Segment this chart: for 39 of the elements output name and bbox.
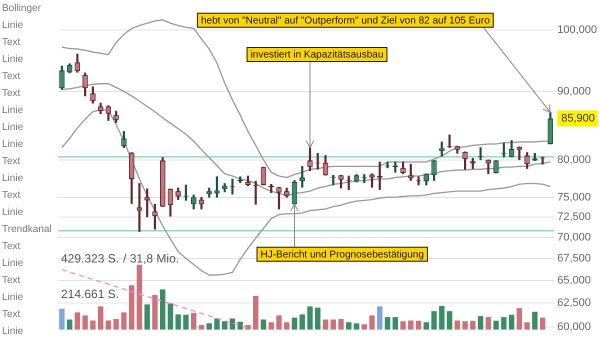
text: Text bbox=[2, 190, 22, 202]
y-tick-label: 72,500 bbox=[557, 211, 591, 223]
y-tick-label: 100,000 bbox=[557, 24, 598, 36]
text: Linie bbox=[2, 138, 24, 150]
text: Linie bbox=[2, 54, 24, 66]
text: Text bbox=[2, 274, 22, 286]
text: Linie bbox=[2, 292, 24, 304]
candlestick bbox=[408, 164, 414, 181]
y-tick-label: 90,000 bbox=[557, 85, 591, 98]
y-tick-label: 62,500 bbox=[557, 297, 591, 310]
candlestick bbox=[470, 158, 476, 169]
annotation: / 31,8 Mio. bbox=[123, 252, 180, 266]
y-tick-label: 80,000 bbox=[557, 154, 591, 166]
y-tick-label: 67,500 bbox=[557, 252, 591, 265]
text: Linie bbox=[2, 104, 24, 116]
y2-tick-label: 214.661 S. bbox=[61, 286, 120, 301]
annotation: hebt von "Neutral" auf "Outperform" und Ziel von 82 auf 105 Euro bbox=[200, 16, 490, 27]
text: Linie bbox=[2, 172, 24, 184]
text: Text bbox=[2, 36, 22, 48]
text: Linie bbox=[2, 258, 24, 270]
text: Linie bbox=[2, 326, 24, 338]
annotation: HJ-Bericht und Prognosebestätigung bbox=[260, 249, 424, 260]
text: Linie bbox=[2, 20, 24, 32]
text: 85,900 bbox=[561, 112, 595, 124]
y-tick-label: 75,000 bbox=[557, 191, 591, 204]
text: Linie bbox=[2, 122, 24, 134]
text: Trendkanal bbox=[2, 224, 53, 236]
text: Linie bbox=[2, 206, 24, 218]
text: Text bbox=[2, 70, 22, 82]
text: Text bbox=[2, 240, 22, 252]
text: Text bbox=[2, 88, 22, 100]
text: Bollinger bbox=[2, 2, 42, 14]
text: Text bbox=[2, 308, 22, 320]
y-tick-label: 65,000 bbox=[557, 274, 591, 286]
y-tick-label: 60,000 bbox=[557, 320, 591, 333]
y-tick-label: 70,000 bbox=[557, 231, 591, 244]
y2-tick-label: 429.323 S. bbox=[61, 252, 120, 266]
annotation: investiert in Kapazitätsausbau bbox=[250, 50, 384, 61]
text: Text bbox=[2, 156, 22, 168]
